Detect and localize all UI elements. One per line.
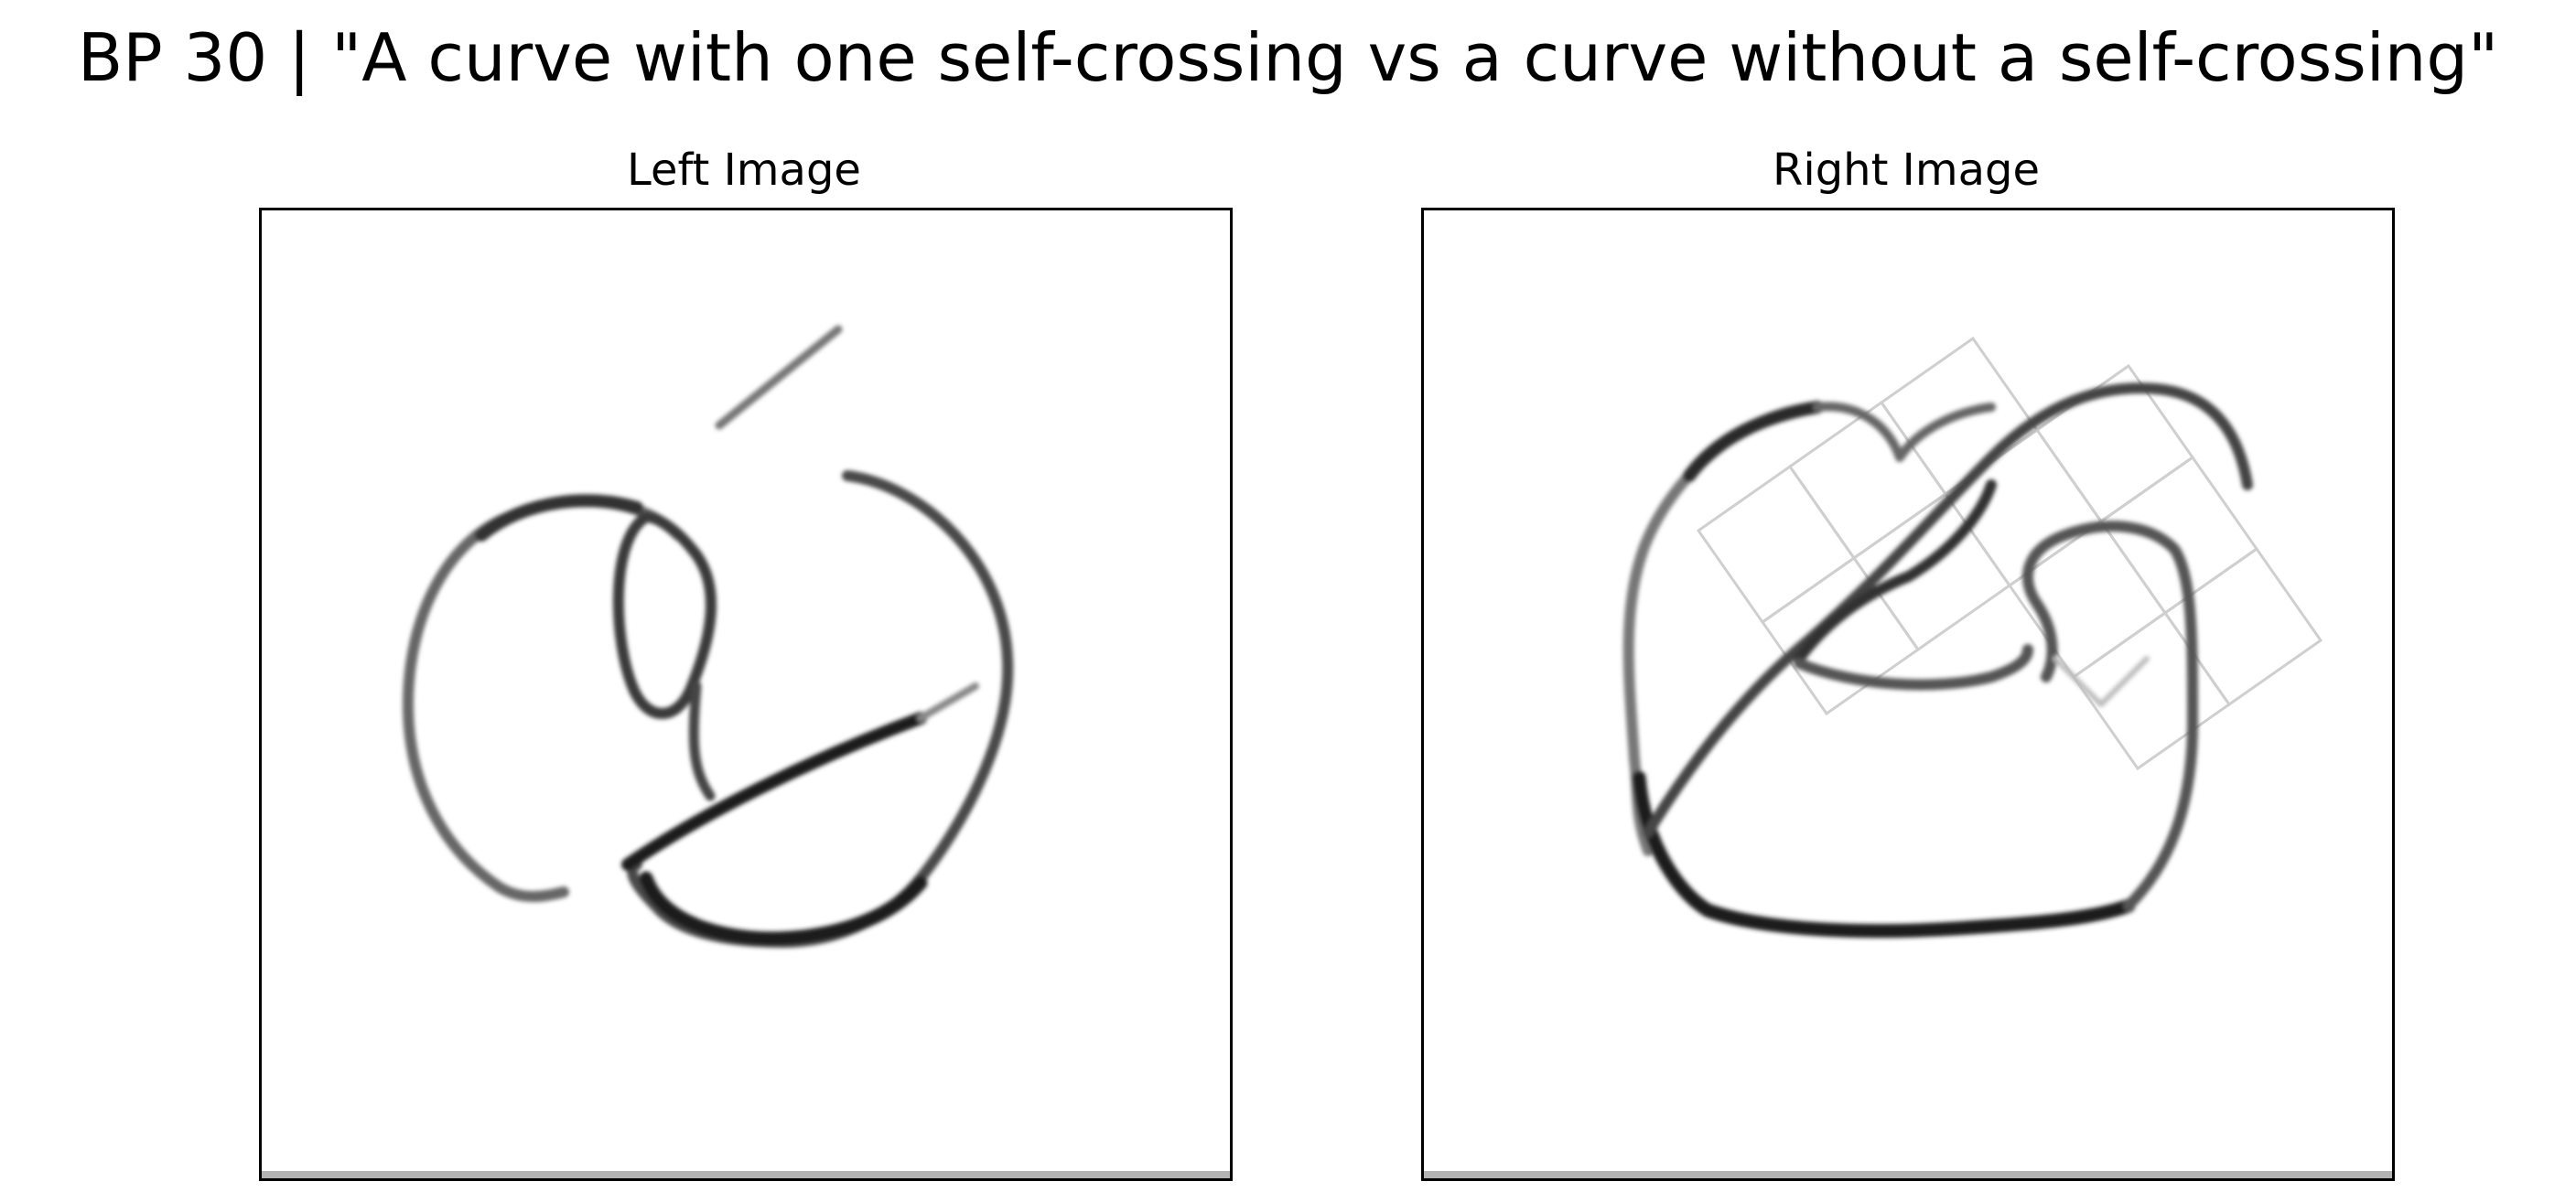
figure-title: BP 30 | "A curve with one self-crossing … xyxy=(77,19,2499,96)
left-panel-title: Left Image xyxy=(627,145,861,196)
curve-stroke xyxy=(1794,479,1997,664)
curve-stroke xyxy=(2022,521,2198,911)
right-sketch xyxy=(1622,336,2323,939)
grid-square xyxy=(2071,610,2232,771)
left-image-panel xyxy=(259,208,1233,1181)
panel-bottom-edge xyxy=(1424,1171,2392,1178)
grid-square xyxy=(1943,427,2104,588)
panel-bottom-edge xyxy=(262,1171,1230,1178)
curve-stroke xyxy=(2053,656,2150,707)
curve-stroke xyxy=(1632,770,2136,939)
curve-stroke xyxy=(621,712,927,871)
grid-overlay xyxy=(1696,336,2323,771)
right-image-panel xyxy=(1421,208,2395,1181)
curve-stroke xyxy=(688,681,716,801)
curve-stroke xyxy=(612,511,717,719)
curve-stroke xyxy=(1813,402,1996,462)
curve-stroke xyxy=(1683,401,1824,482)
grid-square xyxy=(2098,455,2259,616)
curve-stroke xyxy=(475,494,643,542)
grid-square xyxy=(1696,464,1857,625)
curve-stroke xyxy=(1794,644,2033,691)
curve-stroke xyxy=(1622,402,1823,856)
right-panel-title: Right Image xyxy=(1773,145,2040,196)
curve-stroke xyxy=(1643,382,2253,838)
curve-stroke xyxy=(715,325,843,430)
left-sketch xyxy=(403,325,1014,948)
curve-stroke xyxy=(639,871,928,946)
curve-stroke xyxy=(917,682,979,722)
